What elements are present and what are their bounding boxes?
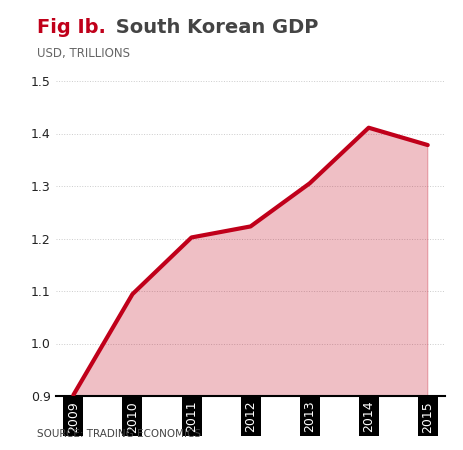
Text: USD, TRILLIONS: USD, TRILLIONS bbox=[37, 47, 130, 60]
Text: South Korean GDP: South Korean GDP bbox=[109, 18, 318, 37]
Text: SOURCE: TRADING ECONOMICS: SOURCE: TRADING ECONOMICS bbox=[37, 429, 200, 439]
Text: Fig Ib.: Fig Ib. bbox=[37, 18, 106, 37]
